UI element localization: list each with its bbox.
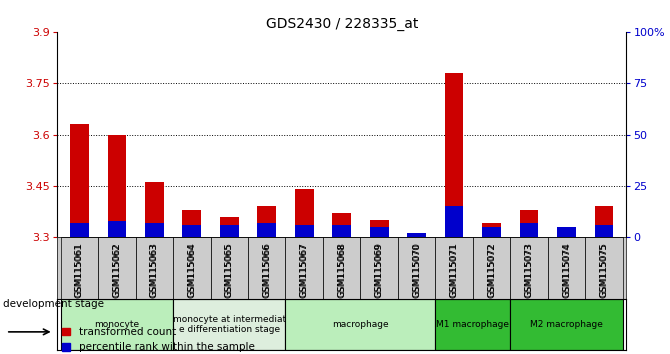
Bar — [323, 237, 360, 299]
Text: GSM115069: GSM115069 — [375, 244, 384, 298]
Bar — [398, 237, 436, 299]
Text: GSM115074: GSM115074 — [562, 244, 571, 298]
Text: M1 macrophage: M1 macrophage — [436, 320, 509, 329]
Bar — [520, 210, 539, 237]
Text: GSM115073: GSM115073 — [525, 244, 533, 298]
Bar — [445, 206, 464, 237]
Bar — [182, 210, 201, 237]
Bar — [173, 237, 210, 299]
Bar — [407, 233, 426, 237]
Text: macrophage: macrophage — [332, 320, 389, 329]
Bar — [107, 221, 126, 237]
Text: monocyte: monocyte — [94, 320, 139, 329]
Bar — [182, 225, 201, 237]
Bar — [145, 223, 163, 237]
Bar — [557, 230, 576, 237]
Bar — [332, 213, 351, 237]
Bar — [285, 299, 436, 350]
Text: GSM115072: GSM115072 — [487, 242, 496, 297]
Text: GSM115070: GSM115070 — [412, 242, 421, 297]
Bar — [295, 225, 314, 237]
Bar — [210, 237, 248, 299]
Bar — [594, 206, 613, 237]
Bar — [98, 237, 135, 299]
Text: GSM115074: GSM115074 — [562, 242, 571, 297]
Text: GSM115061: GSM115061 — [75, 244, 84, 298]
Bar — [511, 299, 622, 350]
Bar — [360, 237, 398, 299]
Text: GSM115073: GSM115073 — [525, 242, 533, 297]
Legend: transformed count, percentile rank within the sample: transformed count, percentile rank withi… — [62, 327, 255, 352]
Text: GSM115068: GSM115068 — [337, 242, 346, 297]
Bar — [370, 227, 389, 237]
Bar — [585, 237, 622, 299]
Bar — [473, 237, 511, 299]
Text: GSM115067: GSM115067 — [299, 244, 309, 298]
Bar — [511, 237, 548, 299]
Bar — [257, 206, 276, 237]
Bar — [436, 299, 511, 350]
Bar — [145, 182, 163, 237]
Text: GSM115062: GSM115062 — [113, 244, 121, 298]
Bar — [135, 237, 173, 299]
Bar — [61, 299, 173, 350]
Text: GSM115064: GSM115064 — [188, 244, 196, 298]
Text: GSM115063: GSM115063 — [150, 244, 159, 298]
Bar — [61, 237, 98, 299]
Text: GSM115065: GSM115065 — [225, 242, 234, 297]
Bar — [370, 220, 389, 237]
Bar — [70, 124, 89, 237]
Text: GSM115068: GSM115068 — [337, 244, 346, 298]
Bar — [482, 227, 501, 237]
Bar — [332, 225, 351, 237]
Text: GSM115066: GSM115066 — [262, 242, 271, 297]
Text: GSM115075: GSM115075 — [600, 244, 608, 298]
Bar — [285, 237, 323, 299]
Bar — [436, 237, 473, 299]
Text: M2 macrophage: M2 macrophage — [530, 320, 603, 329]
Text: GSM115069: GSM115069 — [375, 242, 384, 297]
Title: GDS2430 / 228335_at: GDS2430 / 228335_at — [265, 17, 418, 31]
Text: GSM115062: GSM115062 — [113, 242, 121, 297]
Text: monocyte at intermediat
e differentiation stage: monocyte at intermediat e differentiatio… — [173, 315, 286, 335]
Text: GSM115064: GSM115064 — [188, 242, 196, 297]
Bar — [220, 217, 239, 237]
Text: GSM115066: GSM115066 — [262, 244, 271, 298]
Bar — [220, 225, 239, 237]
Bar — [70, 223, 89, 237]
Text: GSM115075: GSM115075 — [600, 242, 608, 297]
Bar — [520, 223, 539, 237]
Text: GSM115063: GSM115063 — [150, 242, 159, 297]
Text: GSM115071: GSM115071 — [450, 242, 458, 297]
Bar — [248, 237, 285, 299]
Text: GSM115070: GSM115070 — [412, 244, 421, 298]
Bar — [173, 299, 285, 350]
Text: GSM115061: GSM115061 — [75, 242, 84, 297]
Text: GSM115072: GSM115072 — [487, 244, 496, 298]
Text: development stage: development stage — [3, 298, 105, 309]
Bar — [445, 73, 464, 237]
Bar — [548, 237, 585, 299]
Text: GSM115071: GSM115071 — [450, 244, 458, 298]
Bar — [557, 227, 576, 237]
Bar — [594, 225, 613, 237]
Text: GSM115067: GSM115067 — [299, 242, 309, 297]
Bar — [257, 223, 276, 237]
Bar — [107, 135, 126, 237]
Bar — [407, 234, 426, 237]
Text: GSM115065: GSM115065 — [225, 244, 234, 298]
Bar — [295, 189, 314, 237]
Bar — [482, 223, 501, 237]
